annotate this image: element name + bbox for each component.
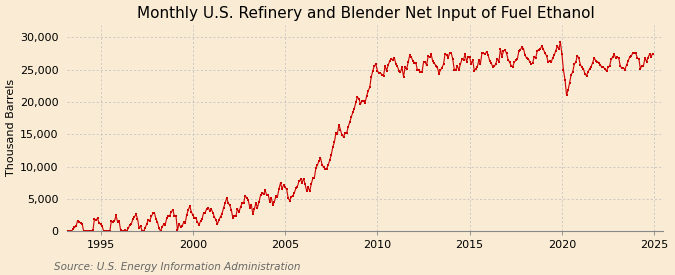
Y-axis label: Thousand Barrels: Thousand Barrels bbox=[5, 79, 16, 176]
Text: Source: U.S. Energy Information Administration: Source: U.S. Energy Information Administ… bbox=[54, 262, 300, 272]
Title: Monthly U.S. Refinery and Blender Net Input of Fuel Ethanol: Monthly U.S. Refinery and Blender Net In… bbox=[136, 6, 594, 21]
